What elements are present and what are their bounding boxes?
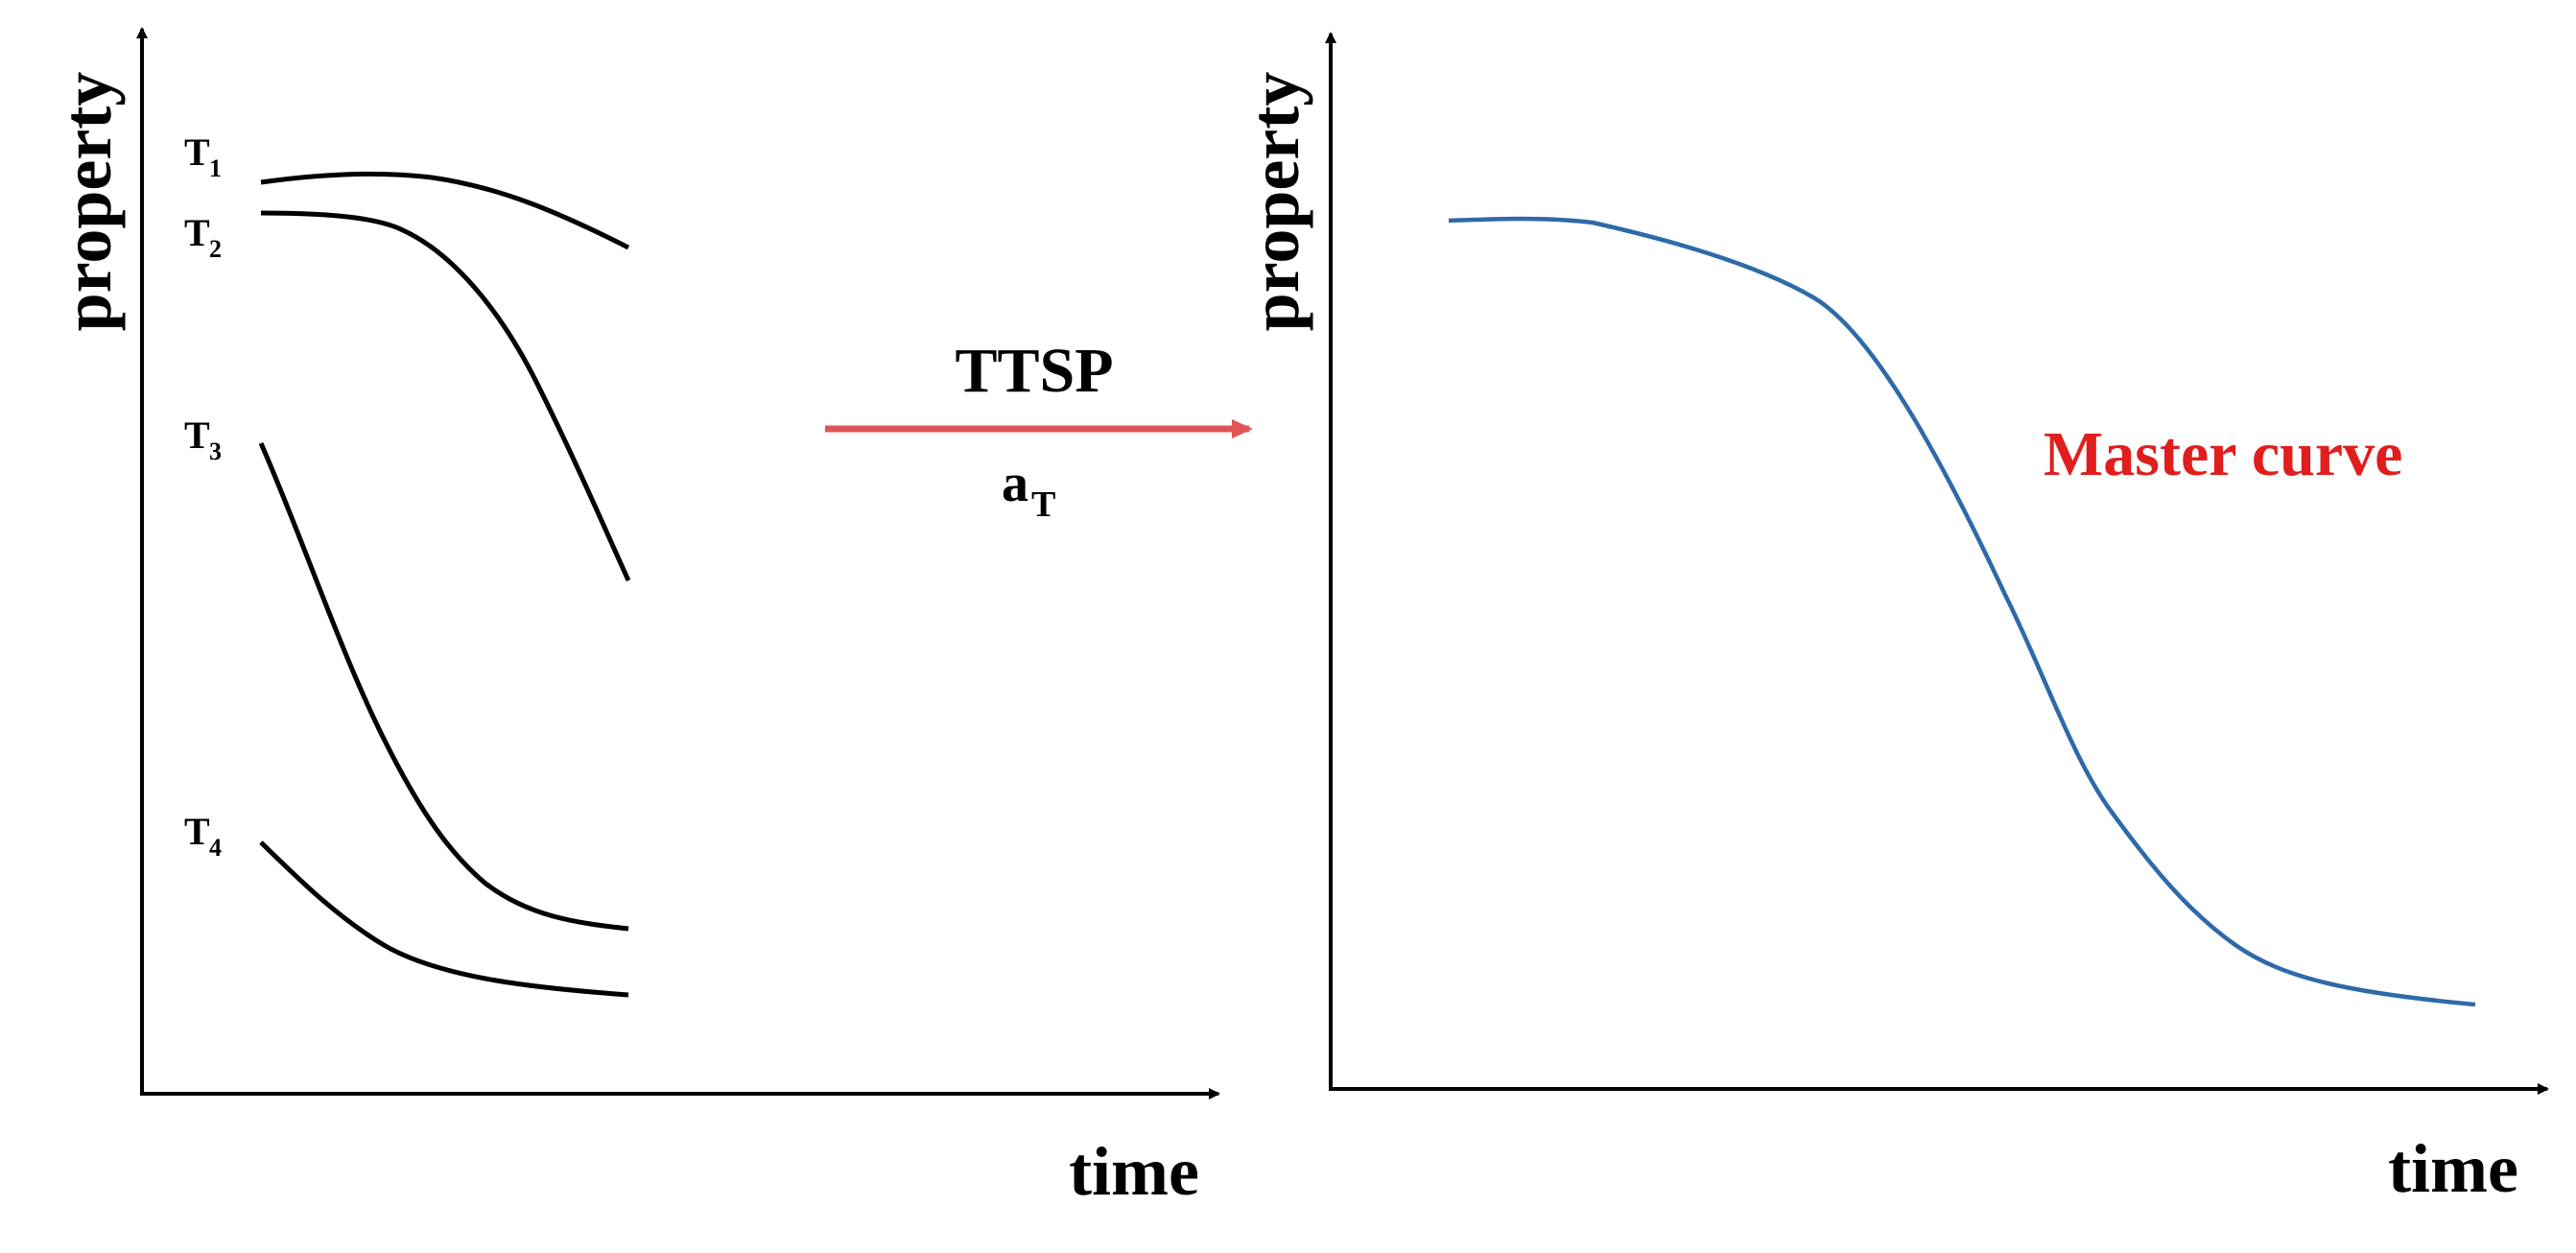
label-t3-base: T [184, 414, 210, 457]
curve-t3 [258, 441, 629, 932]
ttsp-title: TTSP [955, 336, 1113, 406]
label-t1-base: T [184, 130, 210, 174]
label-t1: T 1 [184, 130, 222, 182]
ttsp-transform: TTSP a T [825, 336, 1253, 525]
label-t3-sub: 3 [209, 437, 222, 465]
shift-factor-sub: T [1031, 485, 1055, 525]
label-t1-sub: 1 [209, 154, 222, 182]
right-panel: property time Master curve [1237, 32, 2549, 1207]
label-t4: T 4 [184, 810, 222, 862]
left-y-axis-label: property [49, 72, 126, 332]
curve-t1 [260, 171, 630, 250]
master-curve [1448, 216, 2476, 1007]
label-t3: T 3 [184, 414, 222, 465]
label-t2-sub: 2 [209, 235, 222, 263]
label-t4-base: T [184, 810, 210, 853]
left-x-axis-label: time [1069, 1133, 1199, 1210]
master-curve-label: Master curve [2044, 419, 2402, 489]
left-panel: property time T 1 T 2 T 3 T 4 [49, 27, 1220, 1210]
curve-t4 [259, 840, 629, 998]
label-t2-base: T [184, 211, 210, 254]
shift-factor-base: a [1002, 454, 1028, 513]
label-t4-sub: 4 [209, 834, 222, 862]
right-x-axis-label: time [2388, 1130, 2518, 1207]
label-t2: T 2 [184, 211, 222, 263]
curve-t2 [260, 210, 631, 582]
right-y-axis-label: property [1237, 72, 1313, 332]
